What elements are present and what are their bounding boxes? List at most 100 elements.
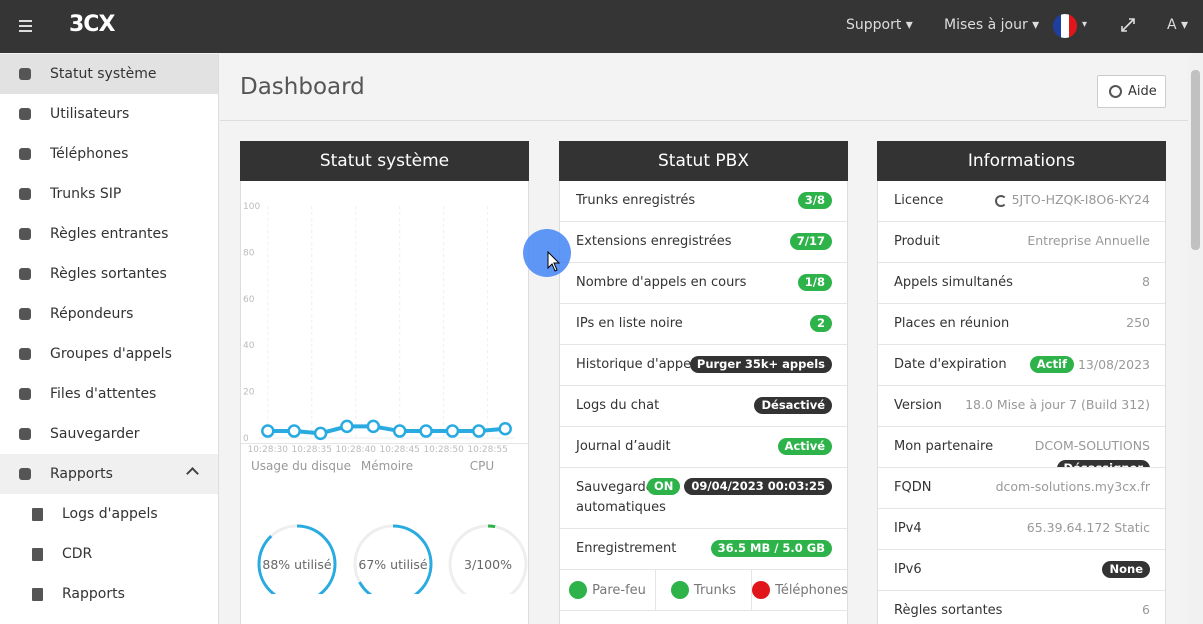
- row-label: Historique d'appels: [576, 357, 702, 372]
- nav-icon: [19, 308, 31, 320]
- y-tick-label: 80: [243, 248, 255, 258]
- nav-item[interactable]: Règles sortantes: [0, 254, 218, 294]
- nav-icon: [19, 68, 31, 80]
- data-point: [313, 426, 328, 441]
- nav-icon: [19, 388, 31, 400]
- nav-item[interactable]: Rapports: [0, 454, 218, 494]
- sidebar: Statut système Utilisateurs Téléphones Trun…: [0, 54, 219, 624]
- row-label: Licence: [894, 193, 944, 208]
- page-title: Dashboard: [240, 74, 365, 100]
- info-panel: Informations Licence 5JTO-HZQK-I8O6-KY24 Pr…: [877, 141, 1166, 624]
- x-tick-label: 10:28:35: [292, 445, 332, 455]
- row-value: Entreprise Annuelle: [1027, 233, 1150, 248]
- nav-icon: [19, 348, 31, 360]
- help-icon: [1109, 85, 1122, 98]
- y-tick-label: 100: [243, 202, 260, 212]
- badge: Actif: [1029, 356, 1074, 373]
- row-value: 250: [1126, 315, 1150, 330]
- row-label: Date d'expiration: [894, 357, 1007, 372]
- nav-label: Règles entrantes: [50, 226, 169, 242]
- y-tick-label: 20: [243, 388, 255, 398]
- y-tick-label: 60: [243, 295, 255, 305]
- nav-item[interactable]: Statut système: [0, 54, 218, 94]
- user-initial: A: [1167, 17, 1177, 33]
- nav-icon: [19, 148, 31, 160]
- help-button[interactable]: Aide: [1097, 75, 1166, 108]
- help-label: Aide: [1128, 84, 1157, 99]
- nav-label: Trunks SIP: [50, 186, 122, 202]
- badge: 2: [809, 315, 832, 332]
- scrollbar[interactable]: [1188, 54, 1203, 624]
- row-value: dcom-solutions.my3cx.fr: [996, 479, 1150, 494]
- divider: [220, 120, 1188, 121]
- info-row: Mon partenaire DCOM-SOLUTIONS Désassigner: [878, 427, 1165, 468]
- status-row: IPs en liste noire 2: [560, 304, 847, 345]
- nav-label: Sauvegarder: [50, 426, 140, 442]
- click-indicator: [523, 229, 571, 277]
- status-icon: [752, 581, 771, 599]
- nav-icon: [32, 548, 43, 561]
- nav-subitem[interactable]: CDR: [0, 534, 218, 574]
- row-value: None: [1102, 561, 1150, 578]
- row-label: Mon partenaire: [894, 439, 994, 454]
- user-menu[interactable]: A ▾: [1167, 17, 1189, 33]
- row-label: Règles sortantes: [894, 603, 1003, 618]
- badge: Activé: [777, 438, 832, 455]
- menu-support[interactable]: Support ▾: [846, 17, 913, 33]
- info-row: IPv4 65.39.64.172 Static: [878, 509, 1165, 550]
- nav-item[interactable]: Sauvegarder: [0, 414, 218, 454]
- nav-label: Rapports: [62, 586, 125, 602]
- gauge-label: 3/100%: [464, 557, 512, 572]
- status-label: Trunks: [693, 582, 737, 598]
- logo[interactable]: 3CX: [69, 12, 115, 37]
- badge: 09/04/2023 00:03:25: [684, 478, 832, 495]
- nav-item[interactable]: Groupes d'appels: [0, 334, 218, 374]
- status-row: Historique d'appels Purger 35k+ appels: [560, 345, 847, 386]
- nav-item[interactable]: Répondeurs numériques: [0, 294, 218, 362]
- nav-subitem[interactable]: Rapports: [0, 574, 218, 614]
- nav-subitem[interactable]: Logs d'appels: [0, 494, 218, 534]
- data-point: [472, 424, 486, 438]
- status-row: Trunks enregistrés 3/8: [560, 181, 847, 222]
- menu-toggle[interactable]: [19, 20, 32, 22]
- value: 18.0 Mise à jour 7 (Build 312): [965, 397, 1150, 412]
- row-badges: ON 09/04/2023 00:03:25: [646, 478, 832, 495]
- menu-updates[interactable]: Mises à jour ▾: [944, 17, 1040, 33]
- row-badges: Purger 35k+ appels: [689, 356, 832, 373]
- x-tick-label: 10:28:50: [423, 445, 464, 455]
- status-label: Téléphones: [775, 582, 848, 598]
- value: 6: [1142, 602, 1150, 617]
- nav-item[interactable]: Règles entrantes: [0, 214, 218, 254]
- nav-item[interactable]: Utilisateurs: [0, 94, 218, 134]
- refresh-icon[interactable]: [995, 195, 1007, 207]
- nav-label: Groupes d'appels: [50, 346, 172, 362]
- badge: 1/8: [797, 274, 832, 291]
- badge: 3/8: [797, 192, 832, 209]
- gauge-label: 88% utilisé: [262, 557, 332, 572]
- data-point: [261, 424, 275, 438]
- gauge-label: 67% utilisé: [358, 557, 428, 572]
- row-badges: 36.5 MB / 5.0 GB: [710, 540, 832, 557]
- row-value: 18.0 Mise à jour 7 (Build 312): [965, 397, 1150, 412]
- row-label: Places en réunion: [894, 316, 1010, 331]
- row-badges: 7/17: [789, 233, 832, 250]
- language-flag[interactable]: [1053, 14, 1077, 38]
- badge: Désactivé: [754, 397, 832, 414]
- panel-title: Informations: [877, 141, 1166, 181]
- row-label: Journal d’audit: [576, 439, 671, 454]
- row-badges: Désactivé: [754, 397, 832, 414]
- nav-item[interactable]: Trunks SIP: [0, 174, 218, 214]
- row-label: IPs en liste noire: [576, 316, 683, 331]
- nav-item[interactable]: Téléphones: [0, 134, 218, 174]
- data-point: [498, 421, 512, 436]
- row-value: DCOM-SOLUTIONS: [1035, 438, 1150, 453]
- scroll-thumb[interactable]: [1191, 70, 1200, 250]
- top-bar: 3CX Support ▾ Mises à jour ▾ ▾ A ▾: [0, 0, 1203, 53]
- service-status: Trunks: [656, 570, 752, 611]
- nav-item[interactable]: Files d'attentes: [0, 374, 218, 414]
- fullscreen-icon[interactable]: [1121, 18, 1135, 32]
- badge: 36.5 MB / 5.0 GB: [710, 540, 832, 557]
- status-row: Journal d’audit Activé: [560, 427, 847, 468]
